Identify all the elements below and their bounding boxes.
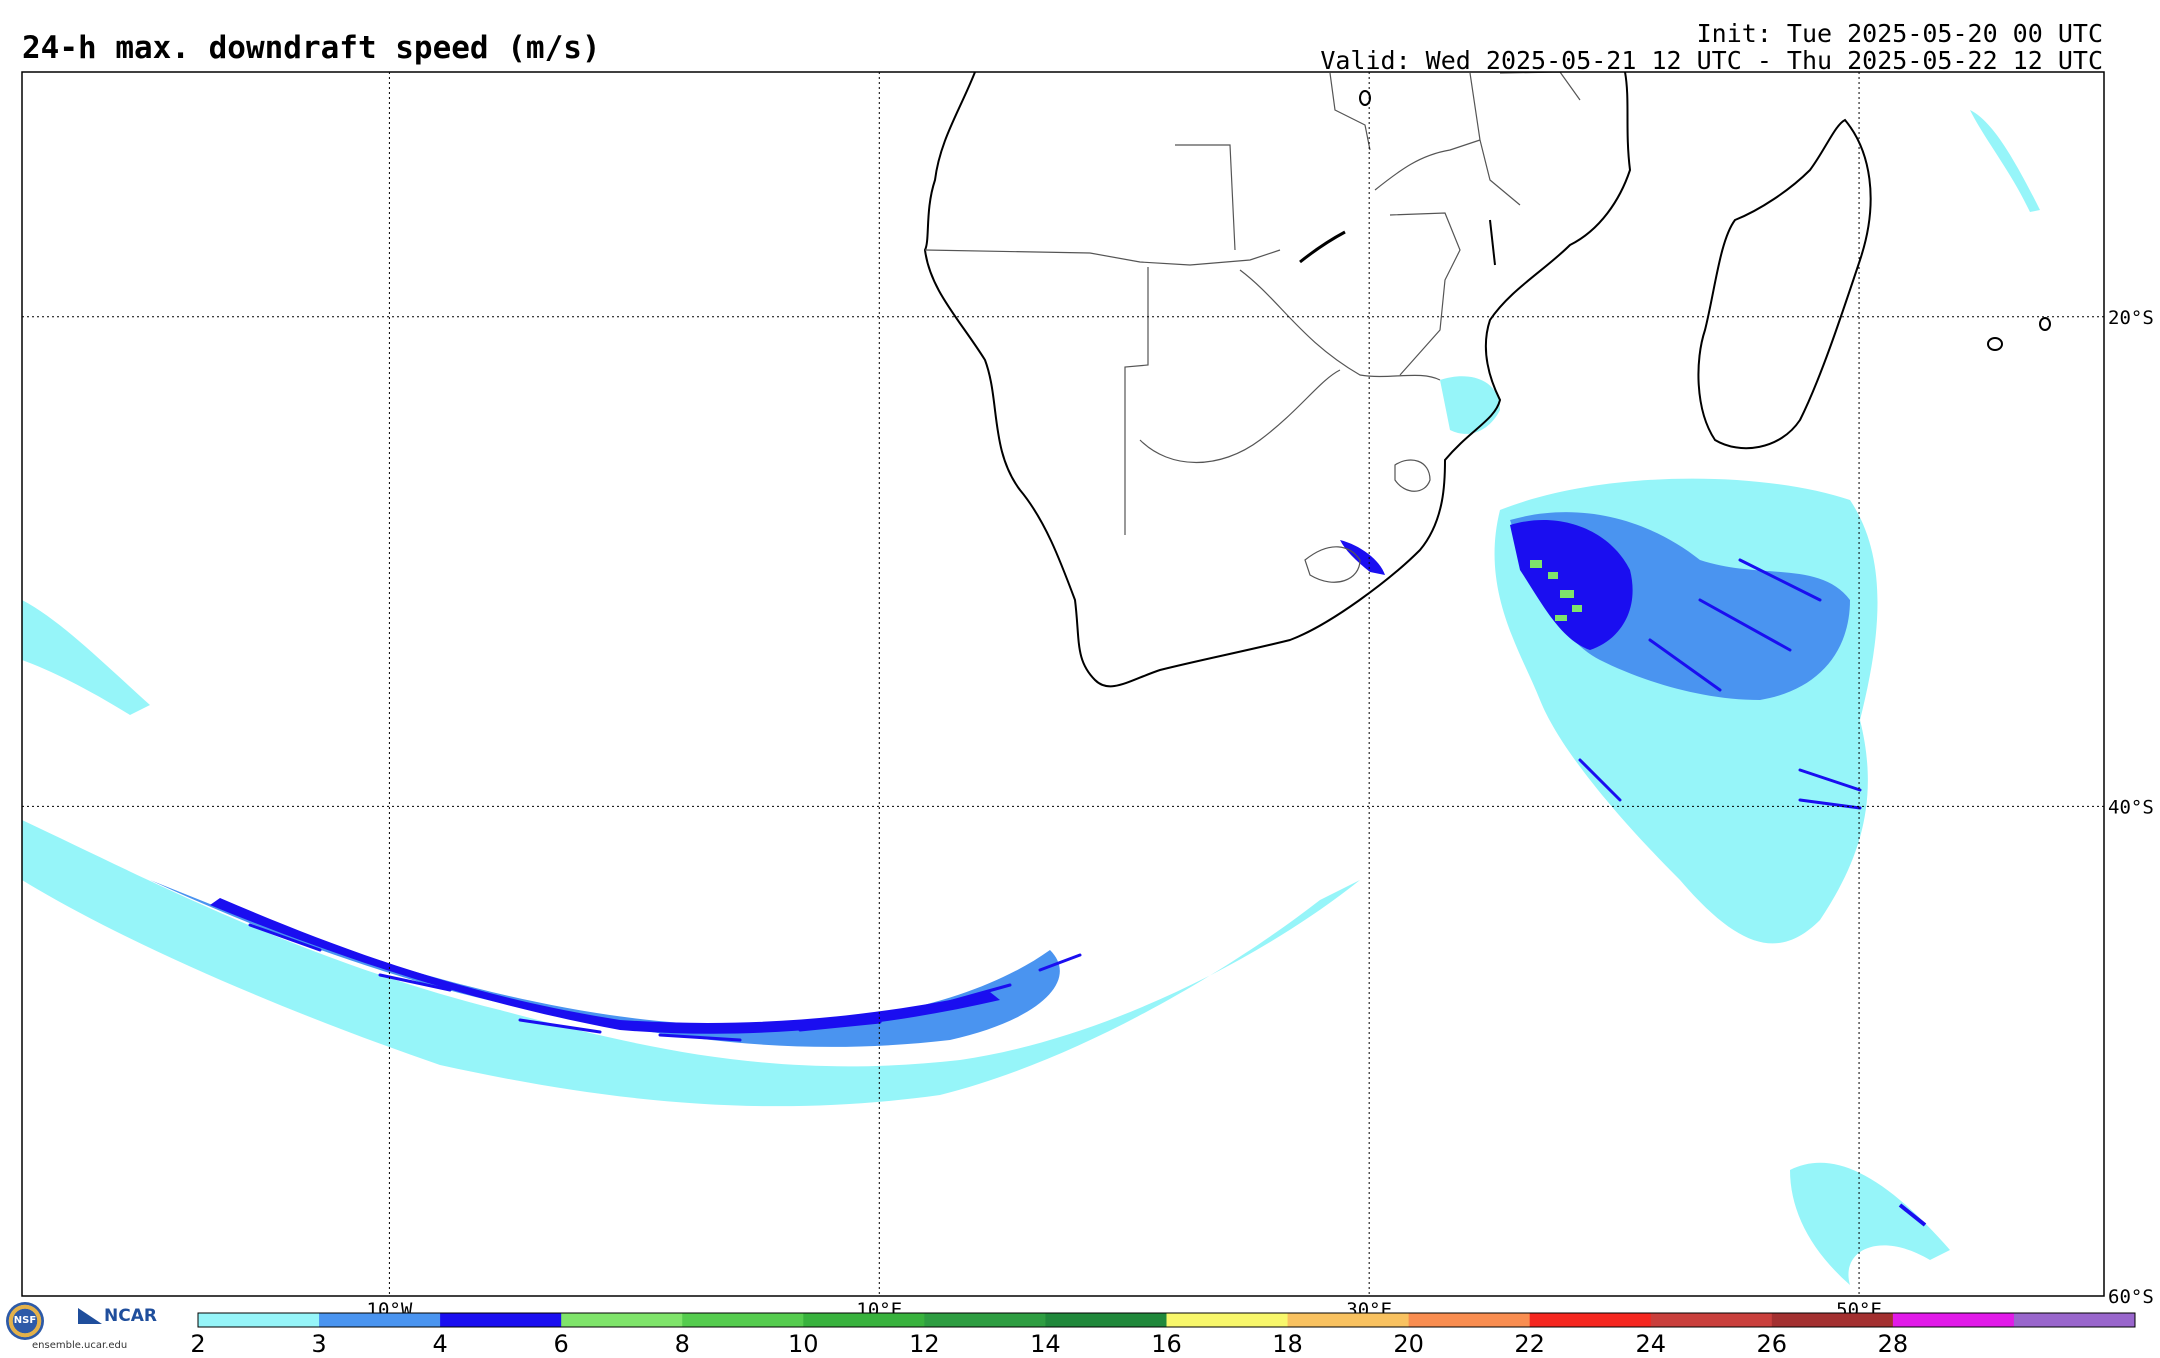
colorbar-swatch [2013,1313,2136,1327]
colorbar-swatch [319,1313,441,1327]
lake-kariba [1299,230,1346,264]
lake-outline [1359,90,1371,106]
africa-coastline [923,72,1632,688]
downdraft-southeast-patch [1790,1162,1950,1285]
map-title: 24-h max. downdraft speed (m/s) [22,30,601,66]
lake-malawi [1489,219,1496,266]
border-line [1394,459,1431,492]
border-line [1329,72,1371,151]
colorbar-tick-label: 8 [674,1330,690,1358]
lat-label: 60°S [2108,1286,2154,1308]
colorbar-tick-label: 16 [1151,1330,1182,1358]
mauritius-coastline [1987,337,2003,351]
lat-label: 20°S [2108,307,2154,329]
downdraft-coast-patch [1340,540,1385,575]
downdraft-arc-light [22,820,1360,1107]
border-line [1139,369,1341,464]
site-url: ensemble.ucar.edu [32,1340,128,1351]
valid-time: Valid: Wed 2025-05-21 12 UTC - Thu 2025-… [1320,46,2103,75]
init-time: Init: Tue 2025-05-20 00 UTC [1696,19,2103,48]
colorbar-tick-label: 24 [1635,1330,1667,1358]
downdraft-southeast-streak [1898,1203,1927,1227]
border-line [1469,72,1521,206]
border-line [1389,212,1461,376]
grid-labels: 10°W 10°E 30°E 50°E20°S40°S60°S [367,307,2154,1321]
colorbar-tick-label: 2 [190,1330,206,1358]
downdraft-arc-mid [150,880,1060,1047]
colorbar-tick-label: 18 [1272,1330,1303,1358]
colorbar-tick-label: 3 [311,1330,327,1358]
border-line [1124,267,1149,535]
colorbar-tick-label: 14 [1030,1330,1061,1358]
colorbar-swatch [1771,1313,1894,1327]
lat-label: 40°S [2108,796,2154,818]
downdraft-west-patch [22,600,150,715]
run-info: Init: Tue 2025-05-20 00 UTC Valid: Wed 2… [1320,20,2103,74]
colorbar-tick-label: 26 [1756,1330,1788,1358]
downdraft-northeast-patch [1970,110,2040,212]
downdraft-east-green [1530,560,1582,621]
border-line [1499,72,1581,101]
colorbar-swatch [1166,1313,1289,1327]
colorbar-swatch [803,1313,925,1327]
colorbar-swatch [1529,1313,1652,1327]
colorbar-tick-label: 28 [1877,1330,1909,1358]
plot-frame [21,71,2105,1297]
nsf-logo: NSF [6,1302,44,1340]
border-line [1239,269,1441,381]
coastlines [923,72,2051,688]
colorbar-swatch [1892,1313,2015,1327]
border-line [1374,139,1481,191]
colorbar-swatch [682,1313,804,1327]
colorbar-swatch [440,1313,562,1327]
country-borders [924,72,1581,583]
border-line [1175,144,1236,251]
colorbar-tick-label: 4 [432,1330,448,1358]
colorbar-swatch [1650,1313,1773,1327]
colorbar-swatch [1408,1313,1531,1327]
downdraft-moz-channel [1440,376,1500,434]
downdraft-field [22,110,2040,1285]
ncar-logo-text: NCAR [104,1306,157,1326]
colorbar-tick-label: 12 [909,1330,940,1358]
colorbar-tick-label: 10 [788,1330,819,1358]
colorbar-tick-label: 6 [553,1330,569,1358]
colorbar-swatch [561,1313,683,1327]
colorbar-swatch [1045,1313,1167,1327]
plot-area [22,72,2051,1285]
downdraft-east-streaks [1578,558,1862,810]
colorbar-tick-label: 22 [1514,1330,1545,1358]
colorbar-swatch [1287,1313,1410,1327]
colorbar-tick-label: 20 [1393,1330,1424,1358]
madagascar-coastline [1697,118,1872,450]
reunion-coastline [2039,317,2051,331]
gridlines [22,72,2104,1296]
downdraft-arc-streaks [248,923,1082,1042]
border-line [1304,546,1361,583]
colorbar-swatch [924,1313,1046,1327]
colorbar [197,1312,2136,1328]
colorbar-frame [197,1312,2136,1328]
downdraft-east-cluster-strong [1510,520,1633,650]
colorbar-swatch [198,1313,320,1327]
border-line [924,249,1281,266]
ncar-logo-mark [78,1308,102,1324]
